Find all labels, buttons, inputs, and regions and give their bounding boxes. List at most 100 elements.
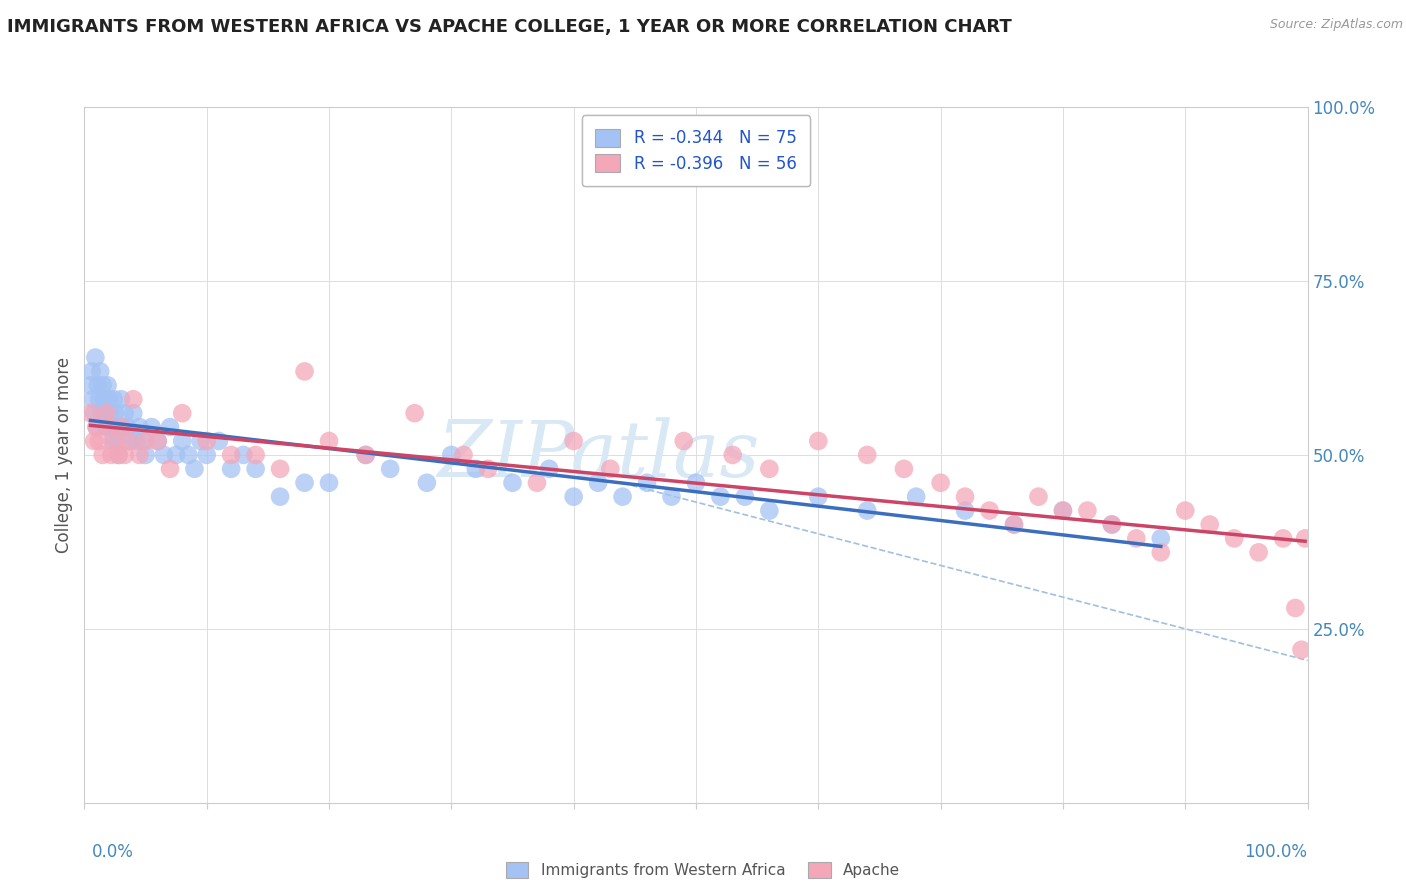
Point — [94, 406, 117, 420]
Point — [1223, 532, 1246, 546]
Point — [1076, 503, 1098, 517]
Point — [721, 448, 744, 462]
Point — [111, 420, 134, 434]
Point — [856, 448, 879, 462]
Point — [232, 448, 254, 462]
Point — [90, 406, 112, 420]
Point — [709, 490, 731, 504]
Point — [953, 503, 976, 517]
Point — [146, 434, 169, 448]
Point — [172, 406, 194, 420]
Point — [91, 448, 114, 462]
Point — [269, 462, 291, 476]
Point — [1198, 517, 1220, 532]
Point — [1002, 517, 1025, 532]
Point — [195, 434, 218, 448]
Point — [125, 434, 148, 448]
Point — [599, 462, 621, 476]
Point — [477, 462, 499, 476]
Point — [893, 462, 915, 476]
Point — [380, 462, 402, 476]
Point — [86, 420, 108, 434]
Point — [135, 434, 157, 448]
Point — [165, 448, 187, 462]
Point — [929, 475, 952, 490]
Point — [110, 420, 132, 434]
Point — [538, 462, 561, 476]
Point — [104, 406, 127, 420]
Point — [103, 392, 125, 407]
Point — [672, 434, 695, 448]
Point — [245, 462, 267, 476]
Point — [146, 434, 169, 448]
Text: ZIPatlas: ZIPatlas — [437, 417, 759, 493]
Point — [905, 490, 928, 504]
Point — [91, 378, 114, 392]
Text: Source: ZipAtlas.com: Source: ZipAtlas.com — [1270, 18, 1403, 31]
Point — [1174, 503, 1197, 517]
Point — [159, 462, 181, 476]
Point — [122, 406, 145, 420]
Point — [1052, 503, 1074, 517]
Point — [219, 462, 242, 476]
Point — [1052, 503, 1074, 517]
Point — [1101, 517, 1123, 532]
Point — [1028, 490, 1050, 504]
Point — [96, 406, 118, 420]
Point — [979, 503, 1001, 517]
Text: 100.0%: 100.0% — [1244, 843, 1308, 861]
Point — [245, 448, 267, 462]
Point — [79, 378, 101, 392]
Point — [107, 448, 129, 462]
Point — [612, 490, 634, 504]
Point — [208, 434, 231, 448]
Point — [1272, 532, 1295, 546]
Point — [87, 392, 110, 407]
Y-axis label: College, 1 year or more: College, 1 year or more — [55, 357, 73, 553]
Point — [84, 351, 107, 365]
Point — [100, 420, 122, 434]
Point — [80, 364, 103, 378]
Point — [79, 406, 101, 420]
Point — [86, 420, 108, 434]
Point — [89, 364, 111, 378]
Point — [190, 434, 212, 448]
Point — [177, 448, 200, 462]
Point — [440, 448, 463, 462]
Point — [110, 392, 132, 407]
Point — [1150, 545, 1173, 559]
Point — [159, 420, 181, 434]
Point — [219, 448, 242, 462]
Point — [114, 448, 136, 462]
Point — [1247, 545, 1270, 559]
Point — [734, 490, 756, 504]
Point — [807, 434, 830, 448]
Point — [586, 475, 609, 490]
Point — [1101, 517, 1123, 532]
Point — [104, 434, 127, 448]
Point — [98, 406, 121, 420]
Point — [83, 406, 105, 420]
Point — [1002, 517, 1025, 532]
Point — [172, 434, 194, 448]
Point — [661, 490, 683, 504]
Legend: Immigrants from Western Africa, Apache: Immigrants from Western Africa, Apache — [499, 856, 907, 884]
Point — [464, 462, 486, 476]
Point — [1294, 532, 1316, 546]
Point — [128, 420, 150, 434]
Point — [96, 420, 118, 434]
Point — [82, 392, 104, 407]
Text: IMMIGRANTS FROM WESTERN AFRICA VS APACHE COLLEGE, 1 YEAR OR MORE CORRELATION CHA: IMMIGRANTS FROM WESTERN AFRICA VS APACHE… — [7, 18, 1012, 36]
Point — [128, 448, 150, 462]
Point — [83, 434, 105, 448]
Point — [416, 475, 439, 490]
Point — [404, 406, 426, 420]
Point — [114, 406, 136, 420]
Point — [101, 434, 124, 448]
Point — [807, 490, 830, 504]
Point — [105, 434, 128, 448]
Point — [195, 448, 218, 462]
Point — [183, 462, 205, 476]
Point — [97, 420, 120, 434]
Point — [141, 420, 163, 434]
